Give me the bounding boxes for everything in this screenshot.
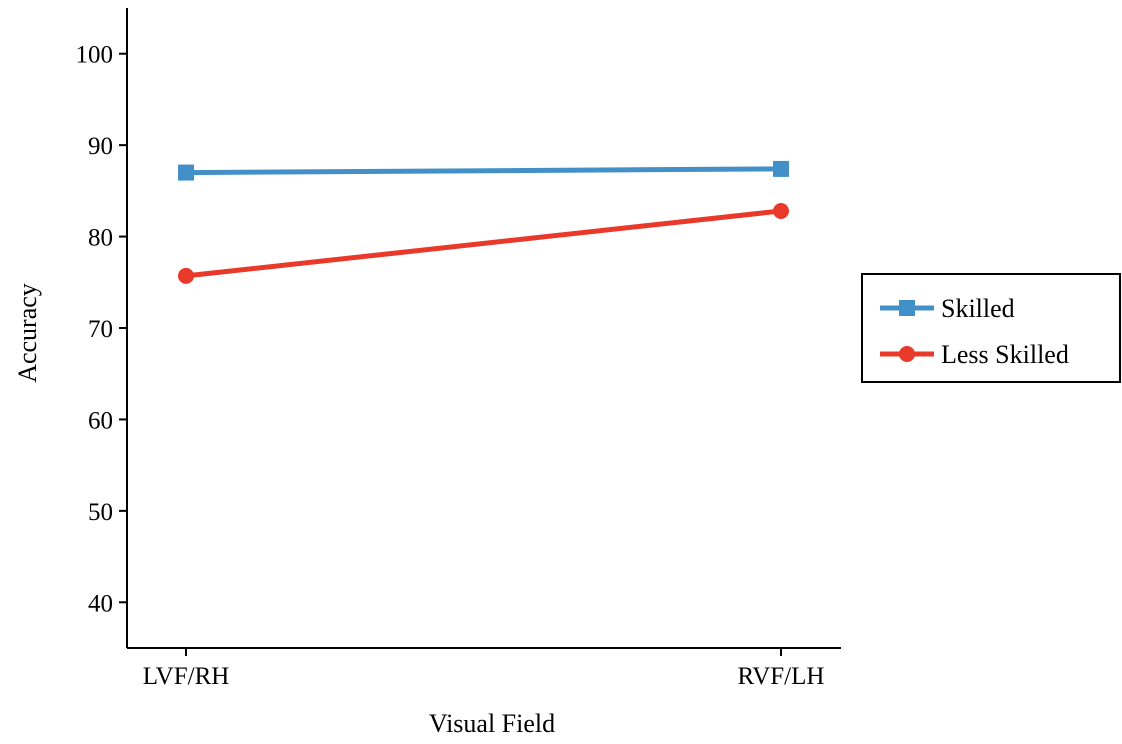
axes: [126, 8, 841, 649]
series-1: [178, 160, 789, 181]
legend-label: Less Skilled: [941, 340, 1069, 369]
y-axis-title: Accuracy: [13, 283, 42, 383]
series-line: [185, 166, 782, 176]
data-point-square: [773, 160, 789, 177]
series-2: [178, 202, 789, 284]
legend-item: Skilled: [880, 294, 1015, 323]
x-ticks: LVF/RH RVF/LH: [143, 648, 825, 690]
x-axis-title: Visual Field: [429, 709, 555, 738]
series-layer: [178, 160, 789, 284]
y-tick-label: 70: [88, 316, 113, 343]
y-tick-label: 40: [88, 590, 113, 617]
y-ticks: 40 50 60 70 80 90 100: [76, 42, 127, 617]
legend-marker-circle: [899, 346, 915, 362]
series-line: [185, 208, 782, 279]
y-tick-label: 90: [88, 133, 113, 160]
legend-label: Skilled: [941, 294, 1015, 323]
y-tick-label: 50: [88, 499, 113, 526]
data-point-circle: [773, 202, 789, 219]
data-point-circle: [178, 267, 194, 284]
legend-marker-square: [899, 300, 915, 316]
y-tick-label: 60: [88, 407, 113, 434]
legend: Skilled Less Skilled: [861, 273, 1121, 383]
legend-item: Less Skilled: [880, 340, 1069, 369]
data-point-square: [178, 164, 194, 181]
x-tick-label: LVF/RH: [143, 663, 230, 690]
y-tick-label: 80: [88, 225, 113, 252]
y-tick-label: 100: [76, 42, 114, 69]
legend-box: [861, 273, 1121, 383]
x-tick-label: RVF/LH: [738, 663, 825, 690]
